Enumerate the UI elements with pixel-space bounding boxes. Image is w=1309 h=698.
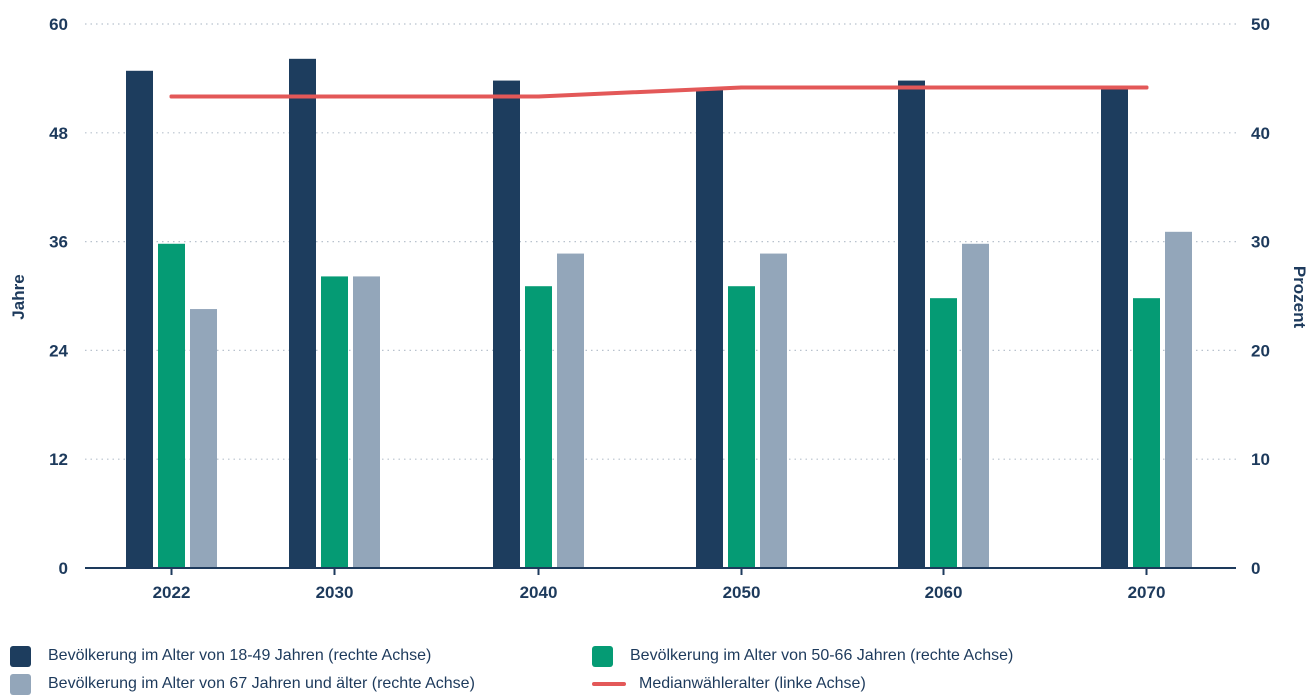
legend-row: Bevölkerung im Alter von 18-49 Jahren (r… bbox=[10, 642, 1300, 670]
median-point bbox=[1144, 85, 1149, 90]
y-right-tick-label: 10 bbox=[1251, 450, 1270, 469]
legend-label-18-49: Bevölkerung im Alter von 18-49 Jahren (r… bbox=[48, 647, 432, 664]
bar bbox=[190, 309, 217, 568]
bar bbox=[126, 70, 153, 568]
y-right-tick-label: 50 bbox=[1251, 15, 1270, 34]
x-tick-label: 2050 bbox=[723, 583, 761, 602]
bar bbox=[898, 80, 925, 569]
legend-swatch-50-66 bbox=[592, 645, 613, 667]
median-point bbox=[739, 85, 744, 90]
median-point bbox=[536, 94, 541, 99]
bar bbox=[1165, 231, 1192, 569]
x-tick-label: 2030 bbox=[316, 583, 354, 602]
y-left-tick-label: 60 bbox=[49, 15, 68, 34]
median-line bbox=[169, 85, 1149, 99]
right-axis-title: Prozent bbox=[1290, 266, 1309, 329]
median-point bbox=[941, 85, 946, 90]
legend-item-67plus: Bevölkerung im Alter von 67 Jahren und ä… bbox=[10, 673, 592, 695]
bar bbox=[353, 276, 380, 568]
bar bbox=[289, 58, 316, 568]
bar bbox=[1101, 89, 1128, 568]
chart-svg: 0 0 12 10 24 20 36 30 48 40 60 50 2022 2030 2040 2050 20… bbox=[9, 15, 1309, 602]
y-left-tick-label: 24 bbox=[49, 341, 68, 360]
legend-item-18-49: Bevölkerung im Alter von 18-49 Jahren (r… bbox=[10, 645, 592, 667]
legend-swatch-67plus bbox=[10, 673, 31, 695]
legend-row: Bevölkerung im Alter von 67 Jahren und ä… bbox=[10, 670, 1300, 698]
median-point bbox=[332, 94, 337, 99]
bar bbox=[728, 286, 755, 568]
bar bbox=[760, 253, 787, 568]
y-right-tick-label: 20 bbox=[1251, 341, 1270, 360]
legend-swatch-18-49 bbox=[10, 645, 31, 667]
bar bbox=[493, 80, 520, 569]
legend-label-67plus: Bevölkerung im Alter von 67 Jahren und ä… bbox=[48, 675, 475, 692]
legend-label-median: Medianwähleralter (linke Achse) bbox=[639, 675, 866, 692]
legend-swatch-median bbox=[592, 682, 626, 686]
bar bbox=[930, 298, 957, 568]
y-left-tick-label: 12 bbox=[49, 450, 68, 469]
y-right-tick-label: 30 bbox=[1251, 233, 1270, 252]
y-right-tick-label: 0 bbox=[1251, 559, 1260, 578]
median-point bbox=[169, 94, 174, 99]
bar bbox=[696, 89, 723, 568]
legend-item-median: Medianwähleralter (linke Achse) bbox=[592, 675, 866, 693]
legend-label-50-66: Bevölkerung im Alter von 50-66 Jahren (r… bbox=[630, 647, 1014, 664]
bar bbox=[1133, 298, 1160, 568]
bar bbox=[525, 286, 552, 568]
y-right-tick-label: 40 bbox=[1251, 124, 1270, 143]
left-axis-title: Jahre bbox=[9, 274, 28, 319]
x-tick-label: 2060 bbox=[925, 583, 963, 602]
x-tick-label: 2070 bbox=[1128, 583, 1166, 602]
bar bbox=[321, 276, 348, 568]
x-tick-label: 2022 bbox=[153, 583, 191, 602]
x-tick-label: 2040 bbox=[520, 583, 558, 602]
legend-item-50-66: Bevölkerung im Alter von 50-66 Jahren (r… bbox=[592, 645, 1014, 667]
y-left-tick-label: 0 bbox=[59, 559, 68, 578]
y-left-tick-label: 48 bbox=[49, 124, 68, 143]
y-left-tick-label: 36 bbox=[49, 233, 68, 252]
bar bbox=[962, 243, 989, 568]
bar bbox=[557, 253, 584, 568]
legend: Bevölkerung im Alter von 18-49 Jahren (r… bbox=[10, 642, 1300, 698]
bar bbox=[158, 243, 185, 568]
